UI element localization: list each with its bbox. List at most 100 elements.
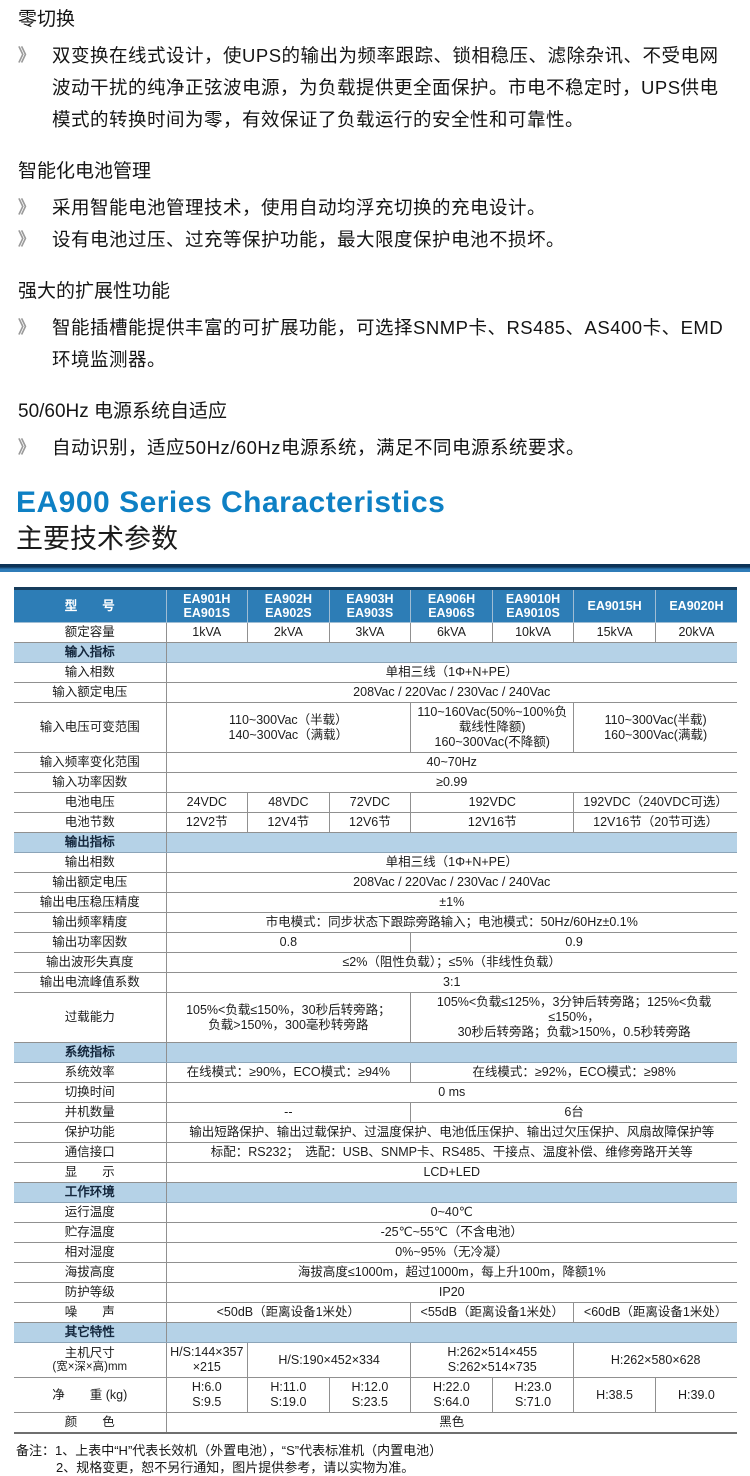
- model-header-cell: EA902H EA902S: [247, 588, 330, 623]
- spec-cell: 0%~95%（无冷凝）: [165, 1242, 737, 1263]
- features: 零切换》双变换在线式设计，使UPS的输出为频率跟踪、锁相稳压、滤除杂讯、不受电网…: [0, 0, 750, 464]
- cell-text: 0%~95%（无冷凝）: [395, 1245, 509, 1259]
- cell-text: EA903H: [346, 592, 394, 606]
- cell-text: S:71.0: [514, 1395, 552, 1409]
- row-label: 噪 声: [14, 1302, 167, 1323]
- row-label-text: 海拔高度: [64, 1265, 115, 1279]
- section-filler: [165, 1322, 737, 1343]
- spec-cell: ±1%: [165, 892, 737, 913]
- spec-row: 保护功能 输出短路保护、输出过载保护、过温度保护、电池低压保护、输出过欠压保护、风…: [14, 1122, 737, 1143]
- section-filler: [165, 642, 737, 663]
- cell-text: 标配：RS232； 选配：USB、SNMP卡、RS485、干接点、温度补偿、维修…: [210, 1145, 693, 1159]
- feature-section: 50/60Hz 电源系统自适应》自动识别，适应50Hz/60Hz电源系统，满足不…: [10, 398, 736, 464]
- row-label-text: 贮存温度: [64, 1225, 115, 1239]
- spec-cell: H:23.0 S:71.0: [491, 1377, 575, 1413]
- row-label: 输入频率变化范围: [14, 752, 167, 773]
- row-label: 过载能力: [14, 992, 167, 1043]
- cell-text: EA9015H: [587, 599, 642, 613]
- row-label: 净 重 (kg): [14, 1377, 167, 1413]
- spec-row: 输出相数 单相三线（1Φ+N+PE）: [14, 852, 737, 873]
- spec-row: 输出波形失真度 ≤2%（阻性负载）；≤5%（非线性负载）: [14, 952, 737, 973]
- spec-cell: 110~160Vac(50%~100%负载线性降额) 160~300Vac(不降额…: [410, 702, 575, 753]
- cell-text: 30秒后转旁路；负载>150%，0.5秒转旁路: [457, 1025, 691, 1039]
- cell-text: 3:1: [443, 975, 461, 989]
- model-header-label: 型 号: [14, 588, 167, 623]
- row-label: 输出相数: [14, 852, 167, 873]
- row-label: 切换时间: [14, 1082, 167, 1103]
- spec-cell: 市电模式：同步状态下跟踪旁路输入；电池模式：50Hz/60Hz±0.1%: [165, 912, 737, 933]
- feature-section: 智能化电池管理》采用智能电池管理技术，使用自动均浮充切换的充电设计。》设有电池过…: [10, 158, 736, 256]
- spec-table-wrapper: 型 号 EA901H EA901S EA902H EA902S EA903H EA903S E…: [14, 587, 737, 1434]
- cell-text: <60dB（距离设备1米处）: [583, 1305, 728, 1319]
- cell-text: ≤2%（阻性负载）；≤5%（非线性负载）: [342, 955, 562, 969]
- section-row: 工作环境: [14, 1182, 737, 1203]
- row-label-text: 颜 色: [64, 1415, 115, 1429]
- row-label-text: 输入相数: [64, 665, 115, 679]
- cell-text: 0.8: [279, 935, 298, 949]
- cell-text: 140~300Vac（满载）: [228, 727, 349, 742]
- row-label: 相对湿度: [14, 1242, 167, 1263]
- spec-cell: -25℃~55℃（不含电池）: [165, 1222, 737, 1243]
- cell-text: S:262×514×735: [447, 1360, 537, 1374]
- spec-row: 输入功率因数 ≥0.99: [14, 772, 737, 793]
- cell-text: 海拔高度≤1000m，超过1000m，每上升100m，降额1%: [297, 1265, 606, 1279]
- spec-row: 显 示 LCD+LED: [14, 1162, 737, 1183]
- cell-text: EA903S: [346, 606, 394, 620]
- row-label: 输出电压稳压精度: [14, 892, 167, 913]
- spec-row: 输出功率因数 0.8 0.9: [14, 932, 737, 953]
- section-label: 工作环境: [14, 1182, 167, 1203]
- row-label: 海拔高度: [14, 1262, 167, 1283]
- cell-text: 在线模式：≥92%，ECO模式：≥98%: [472, 1065, 676, 1079]
- section-filler: [165, 1182, 737, 1203]
- row-label-text: 输出电流峰值系数: [39, 975, 140, 989]
- spec-row: 输出电流峰值系数 3:1: [14, 972, 737, 993]
- row-label: 输出电流峰值系数: [14, 972, 167, 993]
- section-row: 输出指标: [14, 832, 737, 853]
- page-title-en: EA900 Series Characteristics: [16, 486, 446, 519]
- feature-heading: 50/60Hz 电源系统自适应: [18, 401, 228, 422]
- spec-cell: IP20: [165, 1282, 737, 1303]
- row-label: 并机数量: [14, 1102, 167, 1123]
- row-label: 电池节数: [14, 812, 167, 833]
- footnotes: 备注：1、上表中“H”代表长效机（外置电池），“S”代表标准机（内置电池） 2、规…: [16, 1442, 750, 1476]
- spec-cell: 10kVA: [491, 622, 575, 643]
- cell-text: H:12.0: [351, 1380, 389, 1394]
- row-label-text: 输出电压稳压精度: [39, 895, 140, 909]
- row-label-text: 并机数量: [64, 1105, 115, 1119]
- row-label: 输入电压可变范围: [14, 702, 167, 753]
- model-header-cell: EA906H EA906S: [410, 588, 493, 623]
- model-header-cell: EA9015H: [573, 588, 656, 623]
- row-label: 额定容量: [14, 622, 167, 643]
- spec-cell: 72VDC: [328, 792, 412, 813]
- cell-text: 在线模式：≥90%，ECO模式：≥94%: [186, 1065, 391, 1079]
- row-label-text: 防护等级: [64, 1285, 115, 1299]
- cell-text: 0 ms: [438, 1085, 466, 1099]
- spec-cell: <55dB（距离设备1米处）: [410, 1302, 575, 1323]
- model-header-cell: EA901H EA901S: [165, 588, 249, 623]
- section-filler: [165, 832, 737, 853]
- cell-text: 72VDC: [349, 795, 391, 809]
- spec-cell: H:6.0 S:9.5: [165, 1377, 249, 1413]
- feature-bullet-text: 智能插槽能提供丰富的可扩展功能，可选择SNMP卡、RS485、AS400卡、EM…: [52, 317, 724, 370]
- spec-row: 系统效率 在线模式：≥90%，ECO模式：≥94% 在线模式：≥92%，ECO模式：…: [14, 1062, 737, 1083]
- spec-row: 输入相数 单相三线（1Φ+N+PE）: [14, 662, 737, 683]
- cell-text: 负载>150%，300毫秒转旁路: [208, 1017, 369, 1032]
- cell-text: 12V4节: [267, 815, 310, 829]
- cell-text: 6kVA: [436, 625, 466, 639]
- spec-cell: H:38.5: [573, 1377, 656, 1413]
- spec-row: 额定容量 1kVA 2kVA 3kVA 6kVA 10kVA 15kVA 20kVA: [14, 622, 737, 643]
- section-filler: [165, 1042, 737, 1063]
- spec-cell: 15kVA: [573, 622, 656, 643]
- spec-row: 输出电压稳压精度 ±1%: [14, 892, 737, 913]
- double-chevron-bullet-icon: 》: [18, 198, 35, 217]
- row-label: 主机尺寸 (宽×深×高)mm: [14, 1342, 167, 1378]
- page-title-zh: 主要技术参数: [16, 524, 178, 554]
- row-label: 颜 色: [14, 1412, 167, 1434]
- cell-text: EA906H: [427, 592, 476, 606]
- footnote-line: 2、规格变更，恕不另行通知，图片提供参考，请以实物为准。: [56, 1460, 415, 1475]
- cell-text: -25℃~55℃（不含电池）: [380, 1225, 523, 1239]
- row-label-text: 输出相数: [64, 855, 115, 869]
- spec-cell: ≥0.99: [165, 772, 737, 793]
- cell-text: 0.9: [565, 935, 583, 949]
